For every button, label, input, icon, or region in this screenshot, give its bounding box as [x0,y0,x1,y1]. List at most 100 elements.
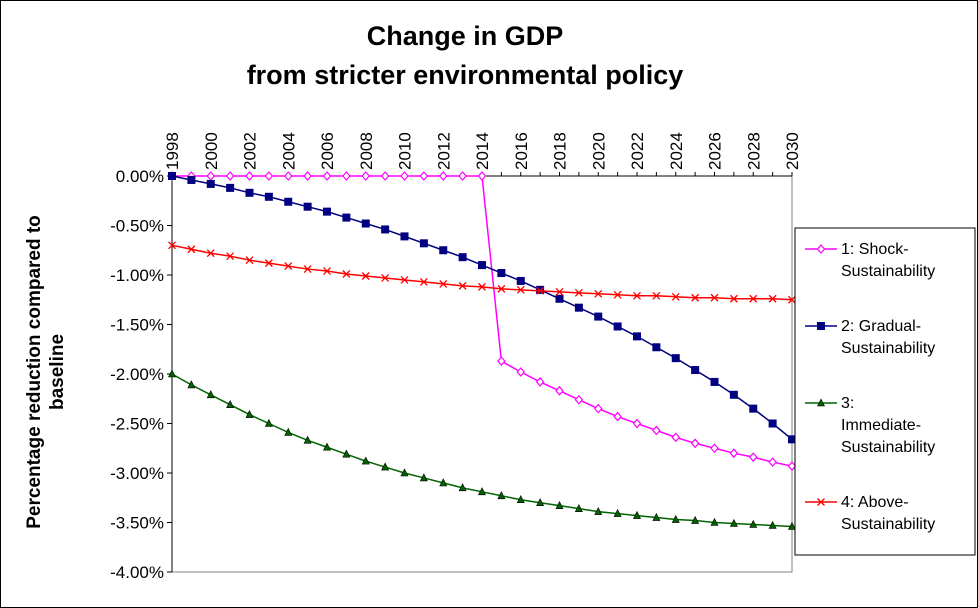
series-3-point [478,487,486,496]
series-4-point [555,287,564,296]
series-4-point-stroke [323,267,331,275]
x-tick-label: 2008 [357,132,376,170]
series-3-point [768,520,777,529]
series-4-point [633,291,641,300]
series-3-point [671,514,680,523]
series-3-point [264,418,273,427]
series-1-point [419,171,429,181]
series-1-point [613,411,622,422]
x-tick-label: 2016 [512,132,531,170]
series-2-point [478,261,486,270]
series-1-point [380,171,390,181]
series-1-point [206,171,216,181]
series-4-point [613,290,622,299]
series-2-point [574,303,583,312]
series-1-point [283,171,293,181]
series-1-point [593,403,603,414]
series-4-point [303,265,312,274]
x-tick-label: 2030 [783,132,802,170]
y-tick-label: -4.00% [110,563,164,582]
series-1-point [787,461,797,471]
series-4-point-stroke [342,270,351,278]
series-4-point-stroke [768,294,777,303]
series-4-point-stroke [594,289,603,298]
series-2-point [361,219,370,228]
series-4-point-stroke [671,292,680,301]
series-4-point-stroke [536,286,545,295]
series-4-point [497,284,506,293]
series-4-point-stroke [458,281,467,290]
series-3-point [555,500,564,509]
series-2-point [729,390,738,399]
series-2-point [264,192,273,201]
x-tick-label: 2012 [434,132,453,170]
legend-swatch-marker-3 [817,398,825,407]
series-3-point [361,456,370,465]
y-tick-label: -2.50% [110,415,164,434]
series-1-point [438,171,448,181]
series-4-point [381,274,390,282]
series-4-point [284,262,293,271]
x-tick-label: 2026 [706,132,725,170]
series-2-point [516,276,525,285]
legend-label-4: Sustainability [841,516,935,533]
series-3-point [439,478,448,487]
series-2-point [458,253,467,262]
series-2-point [342,213,351,222]
series-3-point [303,435,312,444]
x-tick-label: 2006 [318,132,337,170]
series-4-point [226,252,235,261]
series-2-point [284,197,293,206]
x-tick-label: 2004 [279,132,298,170]
series-4-point-stroke [555,287,564,296]
series-2-point [594,312,603,321]
series-1-point [768,457,777,468]
series-4-point-stroke [478,282,486,291]
series-3-point [284,427,293,436]
series-2-point [323,207,331,216]
series-line-1 [172,175,793,467]
series-2-point [613,322,622,331]
series-1-point [652,425,661,436]
series-3-point [187,380,196,389]
series-1-point [535,377,545,387]
series-3-point [342,449,351,458]
series-2-point [768,419,777,428]
series-1-point [690,438,700,449]
series-2-point [555,294,564,303]
series-2-point [749,404,758,413]
series-4-point [652,291,661,300]
series-4-point-stroke [381,274,390,282]
y-tick-label: -3.50% [110,514,164,533]
y-tick-label: -1.50% [110,316,164,335]
series-3-point [710,517,719,526]
series-2-point [419,239,428,248]
series-4-point [361,272,370,280]
x-tick-label: 2014 [473,132,492,170]
series-4-point [400,275,409,284]
series-4-point [729,294,738,303]
series-1-point [225,171,235,181]
series-2-point [226,183,235,192]
chart-title-line-1: Change in GDP [367,21,564,51]
series-3-point [729,518,738,527]
series-4-point [323,267,331,275]
series-3-point [381,462,390,471]
legend-label-2: Sustainability [841,340,935,357]
series-3-point [323,442,331,451]
series-3-point [749,519,758,528]
series-4-point [264,259,273,268]
series-3-point [419,473,428,482]
series-1-point [555,385,564,396]
series-4-point-stroke [284,262,293,271]
series-3-point [652,512,661,521]
legend-label-3: Sustainability [841,439,935,456]
series-2-point [381,225,390,234]
x-tick-label: 2000 [202,132,221,170]
series-2-point [206,179,215,188]
series-1-point [400,171,409,181]
series-4-point [206,249,215,258]
series-4-point [516,285,525,294]
series-2-point [710,377,719,386]
series-4-point [594,289,603,298]
